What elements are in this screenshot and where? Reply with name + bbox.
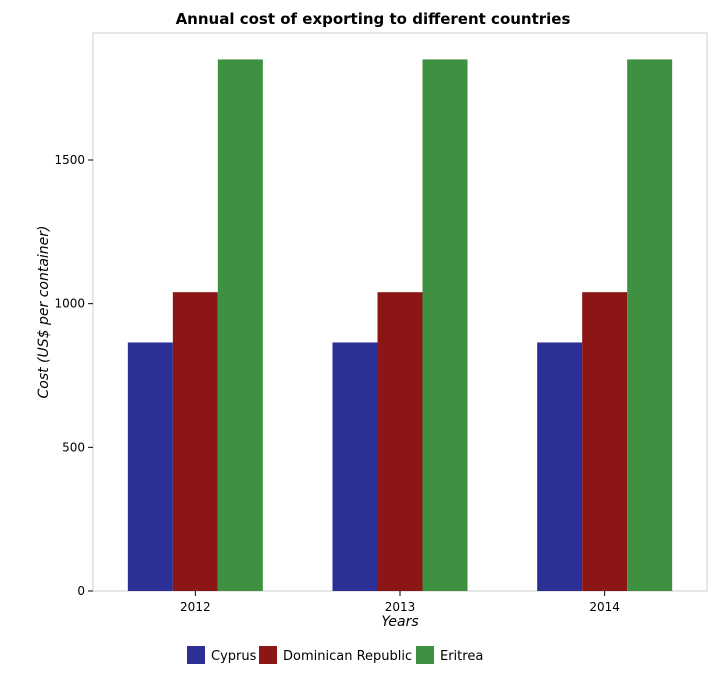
legend: Cyprus Dominican Republic Eritrea: [187, 646, 483, 664]
bar-dominican-republic-2014: [582, 292, 628, 591]
bar-dominican-republic-2012: [172, 292, 218, 591]
legend-label: Cyprus: [211, 649, 257, 664]
y-axis-label: Cost (US$ per container): [36, 225, 52, 398]
y-tick-label: 0: [77, 584, 85, 598]
x-tick-label: 2012: [180, 600, 211, 614]
bar-cyprus-2012: [127, 342, 173, 591]
bar-cyprus-2014: [537, 342, 583, 591]
bar-eritrea-2014: [627, 59, 673, 591]
legend-label: Dominican Republic: [283, 649, 412, 664]
x-axis-label: Years: [381, 614, 418, 630]
x-tick-label: 2013: [385, 600, 416, 614]
bar-eritrea-2012: [217, 59, 263, 591]
y-tick-label: 1000: [54, 297, 85, 311]
bar-cyprus-2013: [332, 342, 378, 591]
bars: [127, 59, 673, 591]
y-tick-label: 1500: [54, 153, 85, 167]
chart-title: Annual cost of exporting to different co…: [176, 10, 571, 28]
x-axis: 2012 2013 2014: [180, 591, 620, 614]
legend-label: Eritrea: [440, 649, 483, 664]
x-tick-label: 2014: [589, 600, 620, 614]
bar-dominican-republic-2013: [377, 292, 423, 591]
legend-swatch: [259, 646, 277, 664]
y-tick-label: 500: [62, 440, 85, 454]
legend-swatch: [416, 646, 434, 664]
bar-eritrea-2013: [422, 59, 468, 591]
legend-swatch: [187, 646, 205, 664]
y-axis: 0 500 1000 1500: [54, 153, 93, 598]
